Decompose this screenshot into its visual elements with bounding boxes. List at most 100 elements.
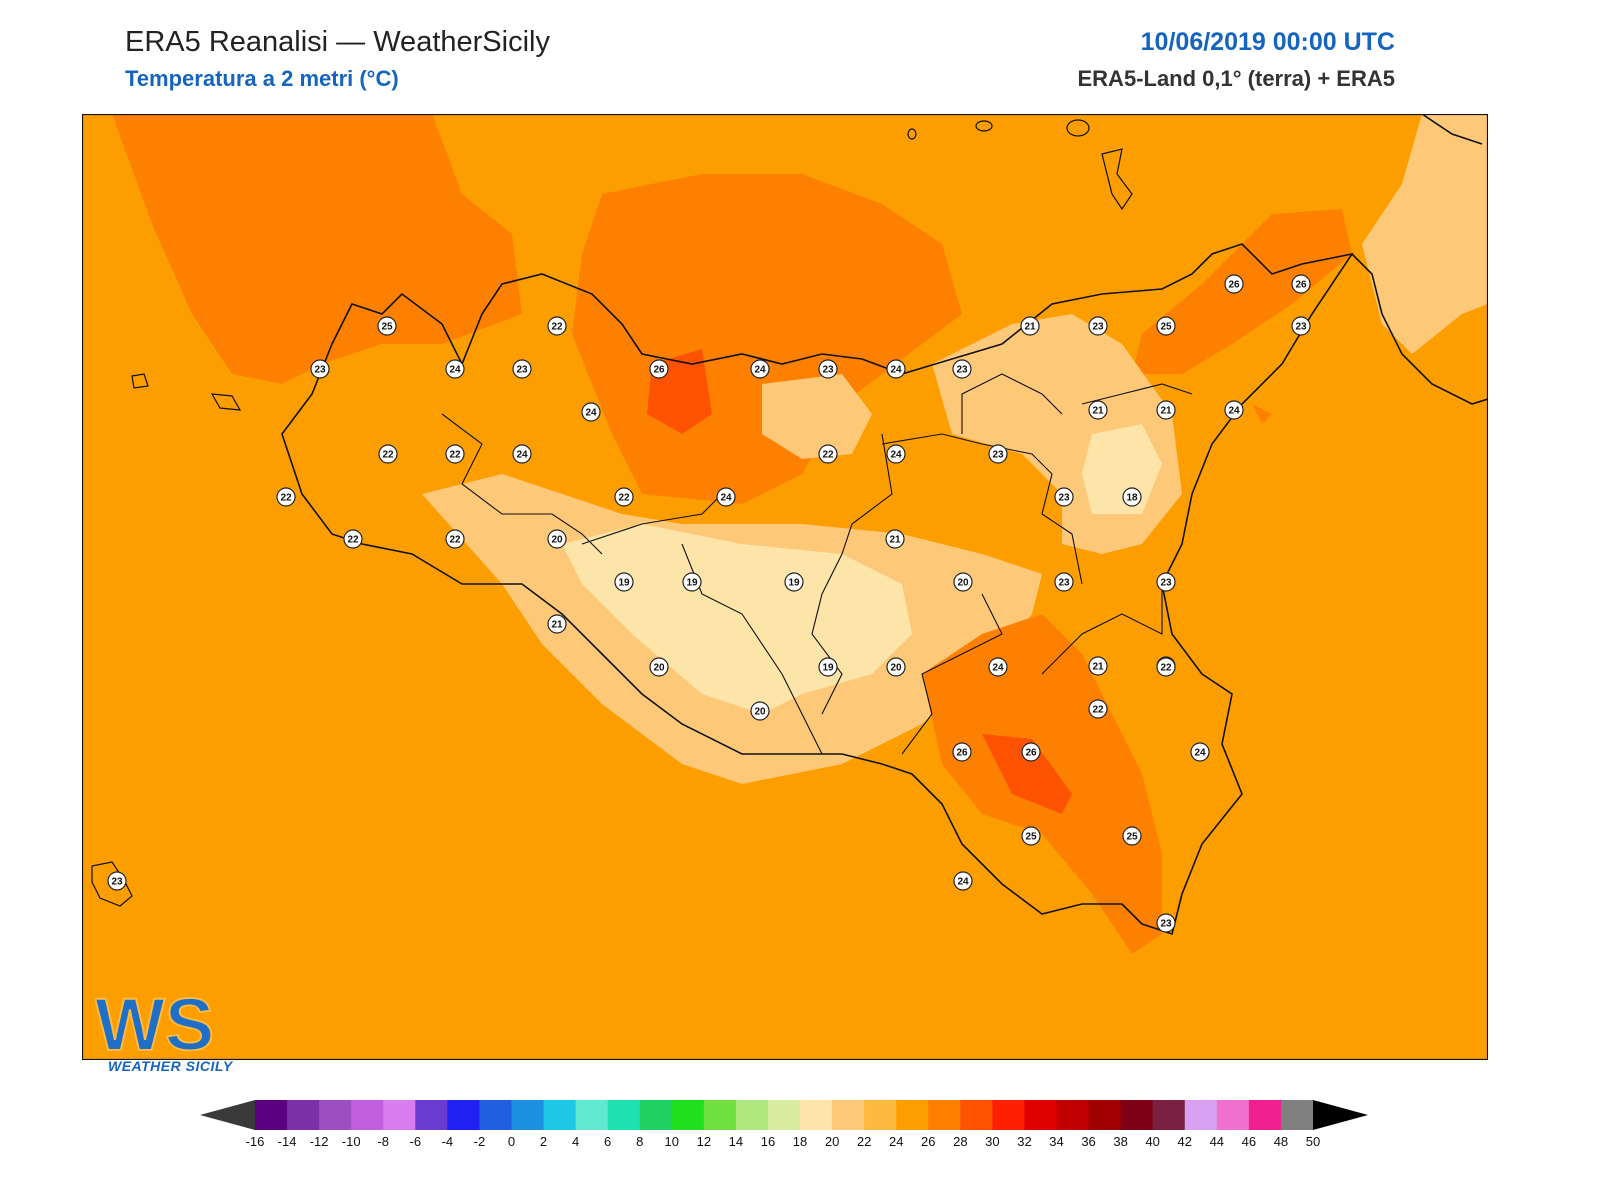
station-value: 19 — [788, 578, 800, 589]
colorbar-cell — [447, 1100, 480, 1130]
calabria-coastline — [1351, 114, 1488, 405]
station-circle — [1224, 400, 1244, 420]
temp-zone-20-22 — [1362, 114, 1488, 354]
station-marker: 22 — [1088, 699, 1108, 719]
station-circle — [445, 444, 465, 464]
station-value: 23 — [1160, 578, 1172, 589]
colorbar-tick-label: 32 — [1017, 1134, 1031, 1149]
station-value: 22 — [822, 450, 834, 461]
station-circle — [818, 657, 838, 677]
station-value: 21 — [889, 535, 901, 546]
station-circle — [885, 529, 905, 549]
station-circle — [750, 359, 770, 379]
station-marker: 22 — [343, 529, 363, 549]
station-marker: 24 — [1190, 742, 1210, 762]
map-frame — [82, 114, 1488, 1060]
station-value: 23 — [1058, 493, 1070, 504]
station-circle — [581, 402, 601, 422]
station-circle — [1291, 274, 1311, 294]
station-value: 24 — [516, 450, 528, 461]
colorbar-cell — [1248, 1100, 1282, 1130]
colorbar-cell — [543, 1100, 577, 1130]
station-circle — [512, 444, 532, 464]
station-value: 20 — [653, 663, 665, 674]
temperature-map: 25 22 23 24 23 26 24 23 24 23 21 23 21 25 26 26 23 24 22 22… — [82, 114, 1488, 1060]
colorbar-tick-label: 50 — [1306, 1134, 1320, 1149]
station-circle — [988, 444, 1008, 464]
station-circle — [1054, 487, 1074, 507]
logo-mark: WS — [95, 983, 214, 1060]
station-marker: 24 — [445, 359, 465, 379]
station-circle — [1122, 487, 1142, 507]
colorbar-cell — [1088, 1100, 1122, 1130]
colorbar-tick-label: -6 — [410, 1134, 422, 1149]
station-value: 19 — [686, 578, 698, 589]
colorbar-tick-label: 24 — [889, 1134, 903, 1149]
station-circle — [649, 657, 669, 677]
colorbar-tick-label: -2 — [474, 1134, 486, 1149]
station-value: 24 — [957, 877, 969, 888]
colorbar-cell — [607, 1100, 641, 1130]
station-marker: 19 — [682, 572, 702, 592]
station-marker: 23 — [952, 359, 972, 379]
station-marker: 20 — [886, 657, 906, 677]
station-circle — [953, 871, 973, 891]
station-marker: 24 — [581, 402, 601, 422]
temperature-colorbar: -16 -14 -12 -10 -8 -6 -4 -2 0 2 4 6 8 10 12 14 16 18 20 22 2… — [200, 1100, 1368, 1149]
colorbar-cell — [1024, 1100, 1058, 1130]
station-marker: 24 — [953, 871, 973, 891]
colorbar-tick-label: 36 — [1081, 1134, 1095, 1149]
colorbar-tick-label: -4 — [442, 1134, 454, 1149]
station-value: 20 — [754, 707, 766, 718]
station-value: 21 — [1024, 322, 1036, 333]
station-circle — [784, 572, 804, 592]
colorbar-tick-label: 16 — [761, 1134, 775, 1149]
station-value: 24 — [1228, 406, 1240, 417]
station-marker: 26 — [1224, 274, 1244, 294]
station-circle — [649, 359, 669, 379]
station-value: 23 — [516, 365, 528, 376]
station-marker: 20 — [547, 529, 567, 549]
station-value: 18 — [1126, 493, 1138, 504]
station-circle — [445, 359, 465, 379]
map-subtitle: Temperatura a 2 metri (°C) — [125, 66, 399, 91]
station-circle — [886, 359, 906, 379]
station-circle — [512, 359, 532, 379]
station-value: 23 — [1092, 322, 1104, 333]
colorbar-cell — [767, 1100, 801, 1130]
colorbar-tick-label: 12 — [697, 1134, 711, 1149]
colorbar-tick-label: 4 — [572, 1134, 579, 1149]
colorbar-cell — [1280, 1100, 1314, 1130]
station-marker: 19 — [614, 572, 634, 592]
station-circle — [1291, 316, 1311, 336]
station-circle — [614, 487, 634, 507]
station-marker: 21 — [1088, 656, 1108, 676]
colorbar-tick-label: 0 — [508, 1134, 515, 1149]
station-value: 22 — [551, 322, 563, 333]
station-circle — [682, 572, 702, 592]
colorbar-arrow-max — [1313, 1100, 1368, 1130]
station-marker: 25 — [1122, 826, 1142, 846]
station-marker: 19 — [784, 572, 804, 592]
colorbar-cell — [703, 1100, 737, 1130]
station-circle — [445, 529, 465, 549]
station-marker: 24 — [886, 444, 906, 464]
colorbar-tick-label: 22 — [857, 1134, 871, 1149]
colorbar-tick-label: 10 — [665, 1134, 679, 1149]
colorbar-cell — [1184, 1100, 1218, 1130]
station-marker: 25 — [377, 316, 397, 336]
colorbar-tick-label: 2 — [540, 1134, 547, 1149]
station-marker: 23 — [1156, 913, 1176, 933]
station-circle — [952, 742, 972, 762]
station-value: 23 — [111, 877, 123, 888]
station-marker: 24 — [716, 487, 736, 507]
station-value: 23 — [822, 365, 834, 376]
colorbar-tick-label: 8 — [636, 1134, 643, 1149]
province-border — [441, 413, 603, 555]
station-circle — [1021, 826, 1041, 846]
station-value: 22 — [449, 535, 461, 546]
colorbar-cell — [287, 1100, 320, 1130]
colorbar-tick-label: 28 — [953, 1134, 967, 1149]
logo-caption: WEATHER SICILY — [108, 1058, 233, 1074]
colorbar-tick-label: 44 — [1210, 1134, 1224, 1149]
